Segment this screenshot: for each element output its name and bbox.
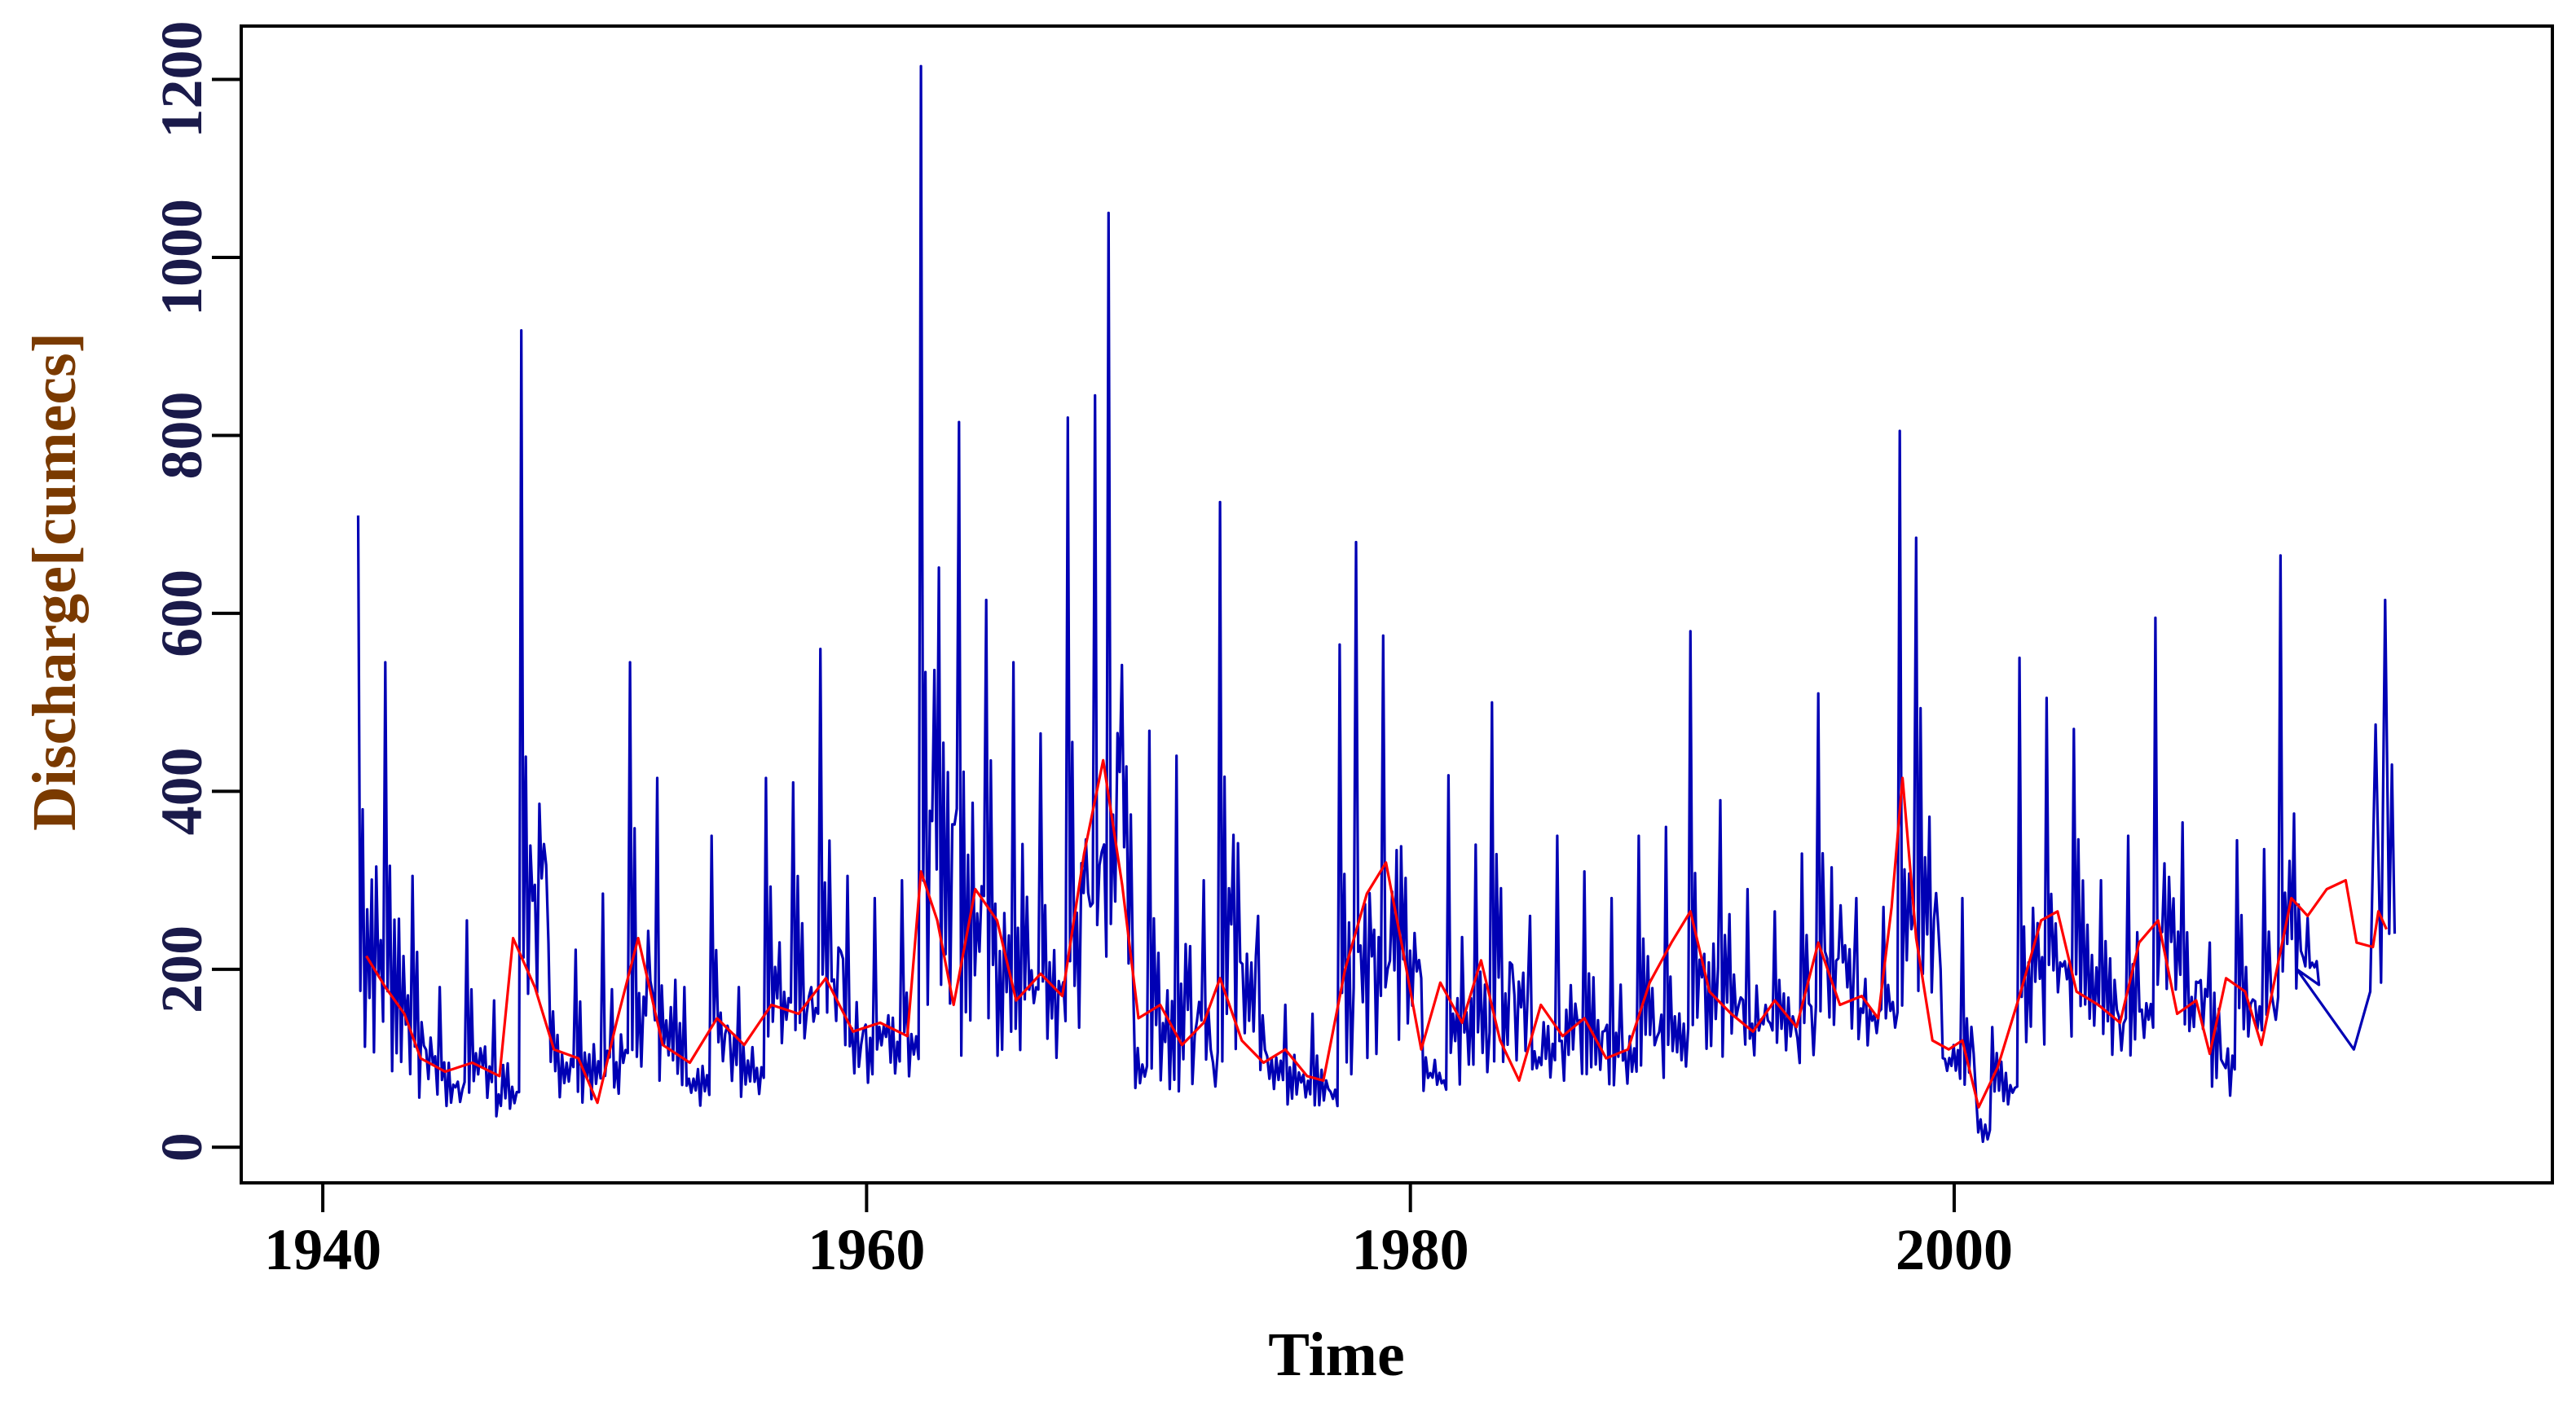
- x-axis-title: Time: [1268, 1321, 1404, 1389]
- x-tick-label: 2000: [1896, 1217, 2013, 1282]
- y-tick-label: 1000: [149, 199, 214, 316]
- y-tick-label: 0: [149, 1132, 214, 1162]
- x-tick-label: 1960: [808, 1217, 925, 1282]
- y-tick-label: 200: [149, 925, 214, 1013]
- y-axis-title: Discharge[cumecs]: [20, 332, 89, 831]
- y-tick-label: 1200: [149, 21, 214, 138]
- y-tick-label: 400: [149, 747, 214, 835]
- x-axis: 1940 1960 1980 2000: [264, 1181, 2013, 1282]
- y-axis: 0 200 400 600 800 1000 1200: [149, 21, 243, 1162]
- series-layer: [356, 64, 2397, 1144]
- y-tick-label: 600: [149, 569, 214, 657]
- x-tick-label: 1940: [264, 1217, 381, 1282]
- series-observed-line: [356, 64, 2397, 1144]
- plot-frame: [240, 24, 2554, 1184]
- x-tick-label: 1980: [1352, 1217, 1469, 1282]
- y-tick-label: 800: [149, 391, 214, 479]
- series-smoothed-line: [365, 758, 2388, 1109]
